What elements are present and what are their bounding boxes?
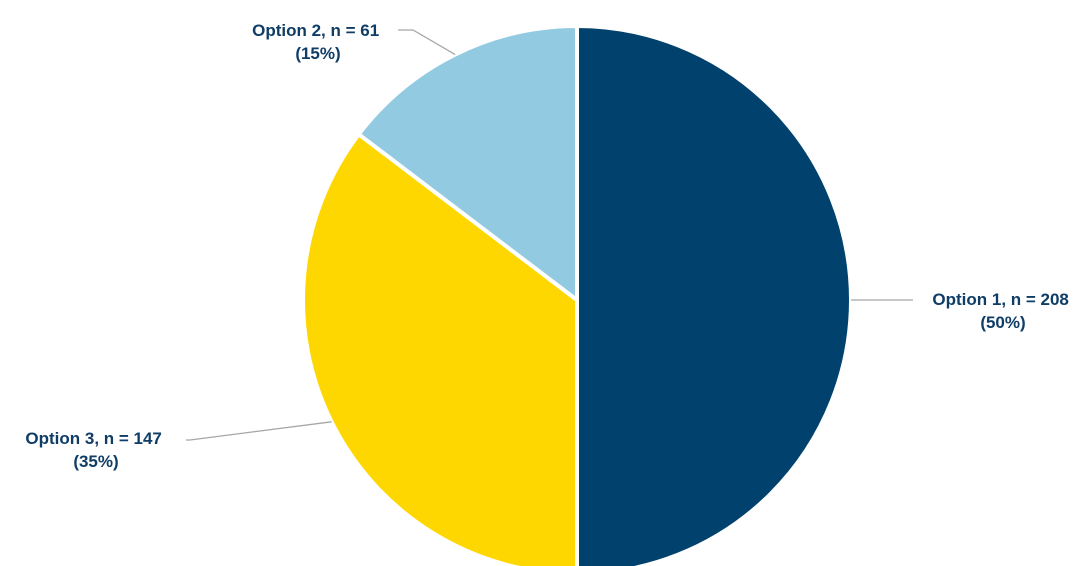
label-option-1: Option 1, n = 208 (50%)	[932, 290, 1073, 332]
pie-slices	[301, 24, 853, 566]
pie-slice-option-3	[301, 132, 579, 566]
label-option-2-line1: Option 2, n = 61	[252, 21, 379, 40]
label-option-3: Option 3, n = 147 (35%)	[25, 429, 166, 471]
leader-line-option-3	[186, 421, 332, 441]
label-option-1-line1: Option 1, n = 208	[932, 290, 1069, 309]
label-option-3-line2: (35%)	[73, 452, 118, 471]
label-option-2: Option 2, n = 61 (15%)	[252, 21, 384, 63]
pie-slice-option-2	[356, 24, 579, 302]
pie-slice-option-1	[575, 24, 853, 566]
leader-line-option-2	[398, 29, 456, 56]
label-option-1-line2: (50%)	[980, 313, 1025, 332]
label-option-3-line1: Option 3, n = 147	[25, 429, 162, 448]
leader-lines	[186, 29, 913, 441]
label-option-2-line2: (15%)	[295, 44, 340, 63]
slice-labels: Option 1, n = 208 (50%) Option 3, n = 14…	[25, 21, 1073, 471]
